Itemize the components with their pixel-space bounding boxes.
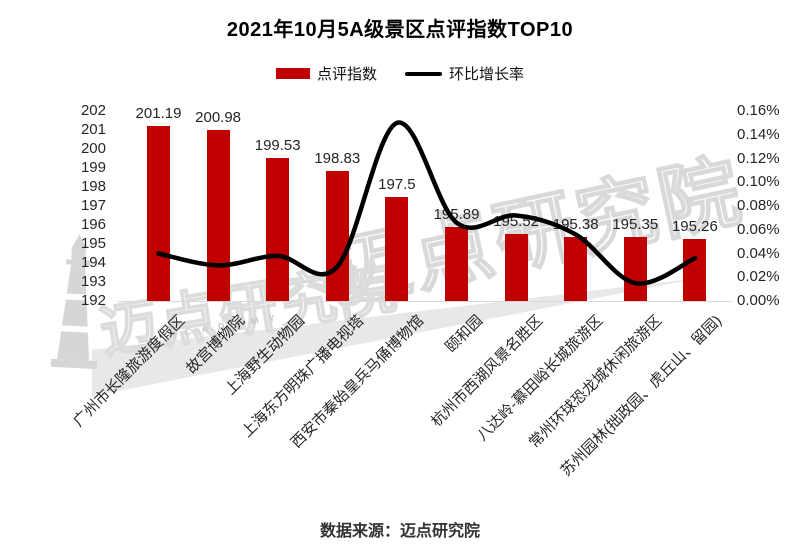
legend: 点评指数 环比增长率	[0, 63, 800, 84]
legend-item-growth-rate: 环比增长率	[405, 63, 524, 84]
y-axis-tick-label: 195	[80, 235, 106, 252]
y-axis-tick-label: 199	[80, 159, 106, 176]
bar-value-label: 201.19	[135, 105, 182, 123]
y-axis-tick-label: 193	[80, 273, 106, 290]
bar	[683, 239, 707, 301]
legend-label: 点评指数	[316, 66, 377, 83]
bar-value-label: 200.98	[195, 109, 242, 127]
x-axis-category-label: 杭州市西湖风景名胜区	[428, 312, 547, 431]
bar-value-label: 198.83	[314, 150, 361, 168]
y-axis-tick-label: 197	[80, 197, 106, 214]
secondary-axis-tick-label: 0.14%	[737, 125, 780, 143]
x-axis-category-label: 广州市长隆旅游度假区	[70, 312, 189, 431]
y-axis-tick-label: 202	[80, 102, 106, 119]
secondary-axis-tick-label: 0.12%	[737, 149, 780, 167]
lighthouse-icon	[50, 234, 98, 370]
y-axis-tick-label: 198	[80, 178, 106, 195]
bar	[504, 234, 528, 301]
bar	[385, 196, 409, 301]
bar	[266, 157, 290, 301]
legend-item-review-index: 点评指数	[275, 63, 377, 84]
secondary-axis-tick-label: 0.00%	[737, 292, 780, 309]
y-axis-tick-label: 196	[80, 216, 106, 233]
bar	[445, 227, 468, 301]
y-axis-tick-label: 201	[80, 121, 106, 138]
legend-line-swatch	[405, 71, 442, 76]
bar	[623, 237, 647, 301]
bar	[325, 171, 349, 301]
secondary-axis-tick-label: 0.02%	[737, 268, 780, 286]
y-axis-tick-label: 194	[80, 254, 106, 271]
legend-label: 环比增长率	[449, 66, 525, 83]
bar	[564, 236, 588, 301]
y-axis-tick-label: 192	[80, 292, 106, 309]
secondary-axis-tick-label: 0.10%	[737, 173, 780, 191]
chart-title: 2021年10月5A级景区点评指数TOP10	[226, 19, 574, 41]
bar-value-label: 195.26	[671, 218, 718, 236]
bar-value-label: 197.5	[378, 175, 416, 193]
secondary-axis-tick-label: 0.04%	[737, 244, 780, 262]
y-axis-tick-label: 200	[80, 140, 106, 157]
bar	[147, 126, 170, 301]
legend-bar-swatch	[275, 68, 310, 79]
x-axis-category-label: 颐和园	[442, 312, 487, 356]
x-axis-line	[118, 301, 732, 302]
secondary-axis-tick-label: 0.16%	[737, 102, 780, 119]
secondary-axis-tick-label: 0.08%	[737, 197, 780, 214]
bar	[206, 130, 230, 301]
data-source: 数据来源：迈点研究院	[319, 523, 480, 540]
secondary-axis-tick-label: 0.06%	[737, 220, 780, 238]
